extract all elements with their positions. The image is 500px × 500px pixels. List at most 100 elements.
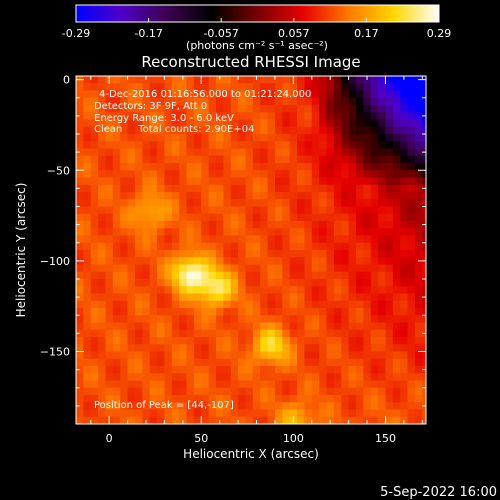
heatmap-cell [157, 192, 166, 200]
heatmap-cell [223, 199, 232, 208]
heatmap-cell [149, 286, 158, 295]
heatmap-cell [134, 119, 143, 128]
heatmap-cell [356, 177, 364, 186]
heatmap-cell [363, 329, 372, 338]
heatmap-cell [149, 112, 158, 121]
heatmap-cell [274, 141, 283, 150]
heatmap-cell [370, 134, 379, 142]
heatmap-cell [164, 221, 173, 229]
heatmap-cell [164, 250, 173, 258]
heatmap-cell [319, 213, 328, 222]
heatmap-cell [274, 329, 283, 338]
heatmap-cell [392, 126, 401, 135]
heatmap-cell [134, 97, 143, 106]
heatmap-cell [260, 308, 269, 316]
heatmap-cell [370, 199, 379, 208]
heatmap-cell [333, 308, 342, 316]
x-tick-label: 50 [194, 432, 208, 445]
heatmap-cell [311, 163, 320, 171]
heatmap-cell [304, 264, 313, 273]
heatmap-cell [120, 76, 129, 84]
heatmap-cell [400, 351, 409, 360]
heatmap-cell [252, 177, 261, 186]
heatmap-cell [333, 199, 342, 208]
heatmap-cell [90, 373, 99, 382]
heatmap-cell [304, 402, 313, 411]
heatmap-cell [238, 235, 247, 244]
heatmap-cell [134, 271, 143, 280]
heatmap-cell [201, 119, 210, 128]
heatmap-cell [326, 105, 335, 113]
heatmap-cell [112, 192, 121, 200]
heatmap-cell [333, 119, 342, 128]
heatmap-cell [385, 286, 394, 295]
heatmap-cell [164, 300, 173, 309]
heatmap-cell [297, 337, 306, 345]
heatmap-cell [414, 148, 423, 157]
heatmap-cell [149, 337, 158, 345]
heatmap-cell [127, 134, 136, 142]
heatmap-cell [274, 315, 283, 324]
heatmap-cell [370, 257, 379, 266]
heatmap-cell [76, 358, 84, 367]
heatmap-cell [127, 271, 136, 280]
heatmap-cell [422, 409, 426, 418]
heatmap-cell [112, 271, 121, 280]
heatmap-cell [186, 402, 195, 411]
heatmap-cell [385, 163, 394, 171]
heatmap-cell [238, 90, 247, 99]
heatmap-cell [142, 163, 151, 171]
heatmap-cell [98, 358, 107, 367]
heatmap-cell [252, 279, 261, 287]
heatmap-cell [186, 337, 195, 345]
heatmap-cell [179, 177, 188, 186]
heatmap-cell [289, 184, 298, 193]
heatmap-cell [385, 206, 394, 215]
heatmap-cell [193, 163, 202, 171]
heatmap-cell [83, 97, 92, 106]
heatmap-cell [120, 206, 129, 215]
heatmap-cell [274, 126, 283, 135]
heatmap-cell [333, 271, 342, 280]
heatmap-cell [363, 119, 372, 128]
heatmap-cell [216, 351, 224, 360]
heatmap-cell [319, 170, 328, 179]
heatmap-cell [76, 424, 84, 432]
heatmap-cell [245, 213, 254, 222]
heatmap-cell [164, 83, 173, 92]
heatmap-cell [326, 134, 335, 142]
heatmap-cell [157, 134, 166, 142]
heatmap-cell [208, 134, 217, 142]
heatmap-cell [260, 315, 269, 324]
heatmap-cell [238, 250, 247, 258]
heatmap-cell [370, 300, 379, 309]
heatmap-cell [208, 105, 217, 113]
heatmap-cell [282, 192, 291, 200]
heatmap-cell [98, 250, 107, 258]
heatmap-cell [385, 293, 394, 302]
heatmap-cell [83, 76, 92, 84]
heatmap-cell [370, 155, 379, 164]
heatmap-cell [223, 416, 232, 424]
heatmap-cell [370, 141, 379, 150]
heatmap-cell [90, 286, 99, 295]
heatmap-cell [348, 416, 357, 424]
heatmap-cell [76, 242, 84, 251]
heatmap-cell [260, 300, 269, 309]
heatmap-cell [171, 228, 180, 237]
heatmap-cell [98, 409, 107, 418]
heatmap-cell [164, 344, 173, 353]
heatmap-cell [208, 112, 217, 121]
heatmap-cell [171, 358, 180, 367]
heatmap-cell [120, 97, 129, 106]
heatmap-cell [112, 155, 121, 164]
heatmap-cell [378, 366, 387, 374]
heatmap-cell [304, 170, 313, 179]
heatmap-cell [341, 90, 350, 99]
heatmap-cell [208, 192, 217, 200]
heatmap-cell [333, 286, 342, 295]
heatmap-cell [98, 322, 107, 331]
heatmap-cell [208, 199, 217, 208]
heatmap-cell [230, 235, 239, 244]
heatmap-cell [319, 279, 328, 287]
